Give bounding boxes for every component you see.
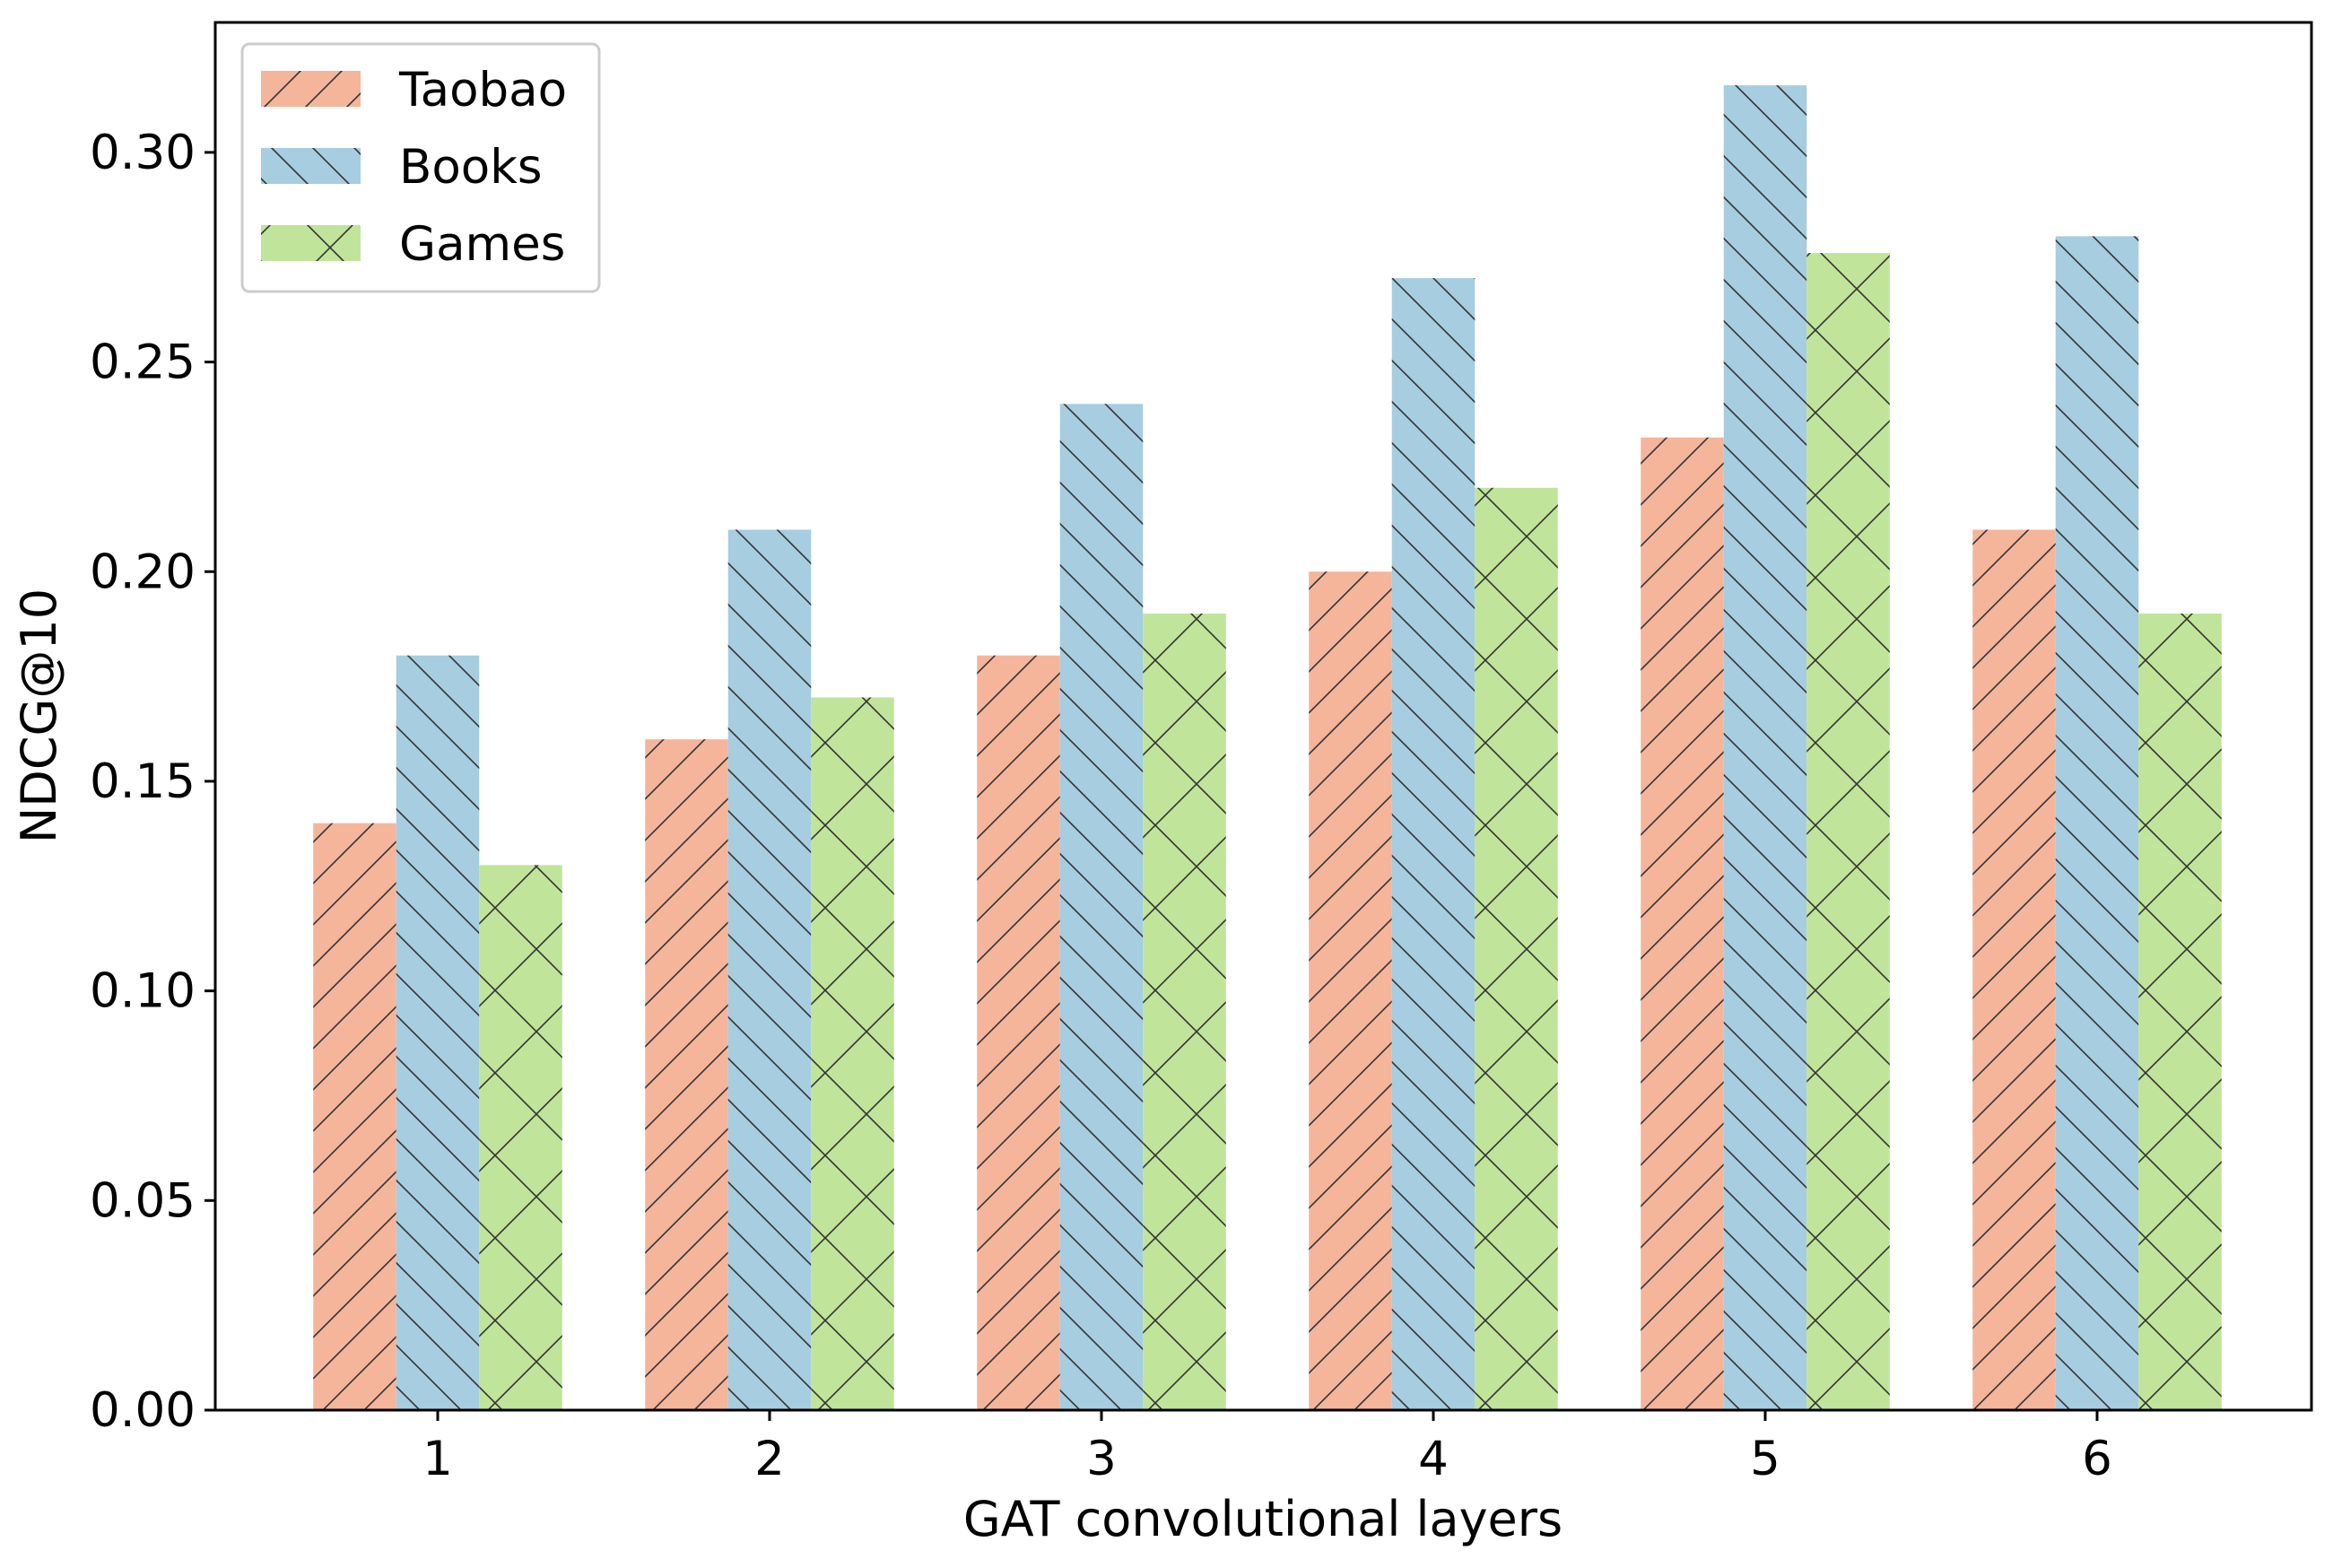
legend-swatch-hatch-games xyxy=(261,225,361,261)
bar-hatch-games-6 xyxy=(2138,613,2222,1410)
x-tick-label: 2 xyxy=(754,1432,785,1486)
bar-hatch-taobao-6 xyxy=(1972,529,2056,1410)
bar-hatch-games-3 xyxy=(1143,613,1226,1410)
legend: Taobao Books Games xyxy=(240,42,601,293)
legend-label-books: Books xyxy=(399,140,543,195)
y-tick-label: 0.25 xyxy=(90,335,196,390)
x-tick-label: 6 xyxy=(2082,1432,2112,1486)
bar-hatch-taobao-2 xyxy=(645,739,728,1410)
bar-hatch-taobao-5 xyxy=(1641,437,1724,1410)
y-tick-label: 0.15 xyxy=(90,754,196,809)
bar-hatch-games-2 xyxy=(811,697,894,1410)
bar-hatch-books-1 xyxy=(396,655,480,1410)
x-tick-label: 4 xyxy=(1418,1432,1449,1486)
y-tick-label: 0.10 xyxy=(90,964,196,1019)
legend-label-taobao: Taobao xyxy=(398,63,567,118)
legend-label-games: Games xyxy=(399,217,565,272)
bar-hatch-books-3 xyxy=(1059,404,1144,1411)
bar-hatch-books-5 xyxy=(1723,85,1807,1411)
legend-swatch-hatch-books xyxy=(261,148,361,184)
bar-hatch-taobao-3 xyxy=(977,655,1060,1410)
x-axis: 1 2 3 4 5 6 xyxy=(422,1410,2112,1486)
bar-hatch-taobao-4 xyxy=(1309,571,1392,1410)
y-axis: 0.00 0.05 0.10 0.15 0.20 0.25 0.30 xyxy=(90,126,215,1438)
bar-hatch-games-5 xyxy=(1806,253,1890,1410)
y-tick-label: 0.00 xyxy=(90,1383,196,1438)
bar-hatch-taobao-1 xyxy=(313,823,396,1410)
y-tick-label: 0.30 xyxy=(90,126,196,180)
x-tick-label: 1 xyxy=(422,1432,453,1486)
bars-layer xyxy=(313,85,2222,1411)
y-axis-label: NDCG@10 xyxy=(11,588,67,843)
legend-swatch-hatch-taobao xyxy=(261,71,361,107)
x-tick-label: 5 xyxy=(1750,1432,1780,1486)
bar-hatch-books-6 xyxy=(2055,236,2139,1411)
plot-frame xyxy=(213,21,2313,1412)
bar-hatch-books-2 xyxy=(727,529,812,1410)
y-tick-label: 0.20 xyxy=(90,544,196,599)
x-axis-label: GAT convolutional layers xyxy=(963,1491,1563,1547)
x-tick-label: 3 xyxy=(1086,1432,1117,1486)
bar-hatch-games-4 xyxy=(1475,487,1558,1410)
y-tick-label: 0.05 xyxy=(90,1173,196,1228)
bar-hatch-books-4 xyxy=(1391,278,1476,1410)
bar-hatch-games-1 xyxy=(479,865,562,1410)
